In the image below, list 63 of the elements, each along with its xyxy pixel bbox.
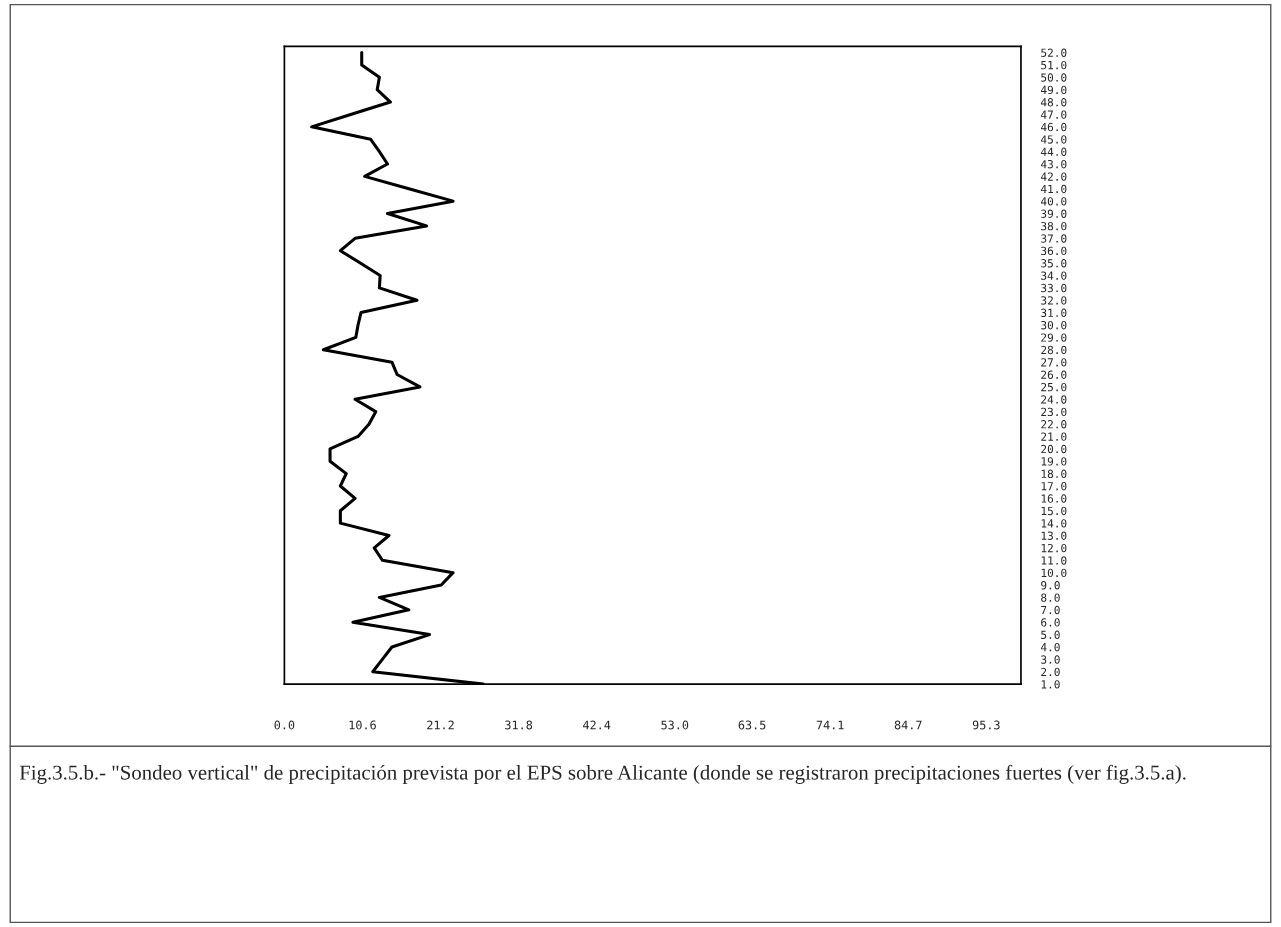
- y-tick-label: 19.0: [1041, 457, 1067, 466]
- y-tick-label: 48.0: [1040, 98, 1067, 107]
- y-tick-label: 7.0: [1041, 605, 1060, 615]
- y-tick-label: 15.0: [1041, 506, 1067, 516]
- y-tick-label: 24.0: [1041, 395, 1067, 404]
- x-tick-label: 42.4: [583, 720, 611, 730]
- y-tick-label: 28.0: [1041, 345, 1067, 355]
- y-tick-label: 20.0: [1041, 444, 1067, 454]
- y-tick-label: 50.0: [1041, 73, 1067, 82]
- y-tick-label: 41.0: [1040, 184, 1067, 194]
- y-tick-label: 36.0: [1041, 246, 1067, 256]
- y-tick-label: 49.0: [1040, 85, 1067, 95]
- y-tick-label: 4.0: [1040, 642, 1060, 652]
- x-tick-label: 10.6: [349, 720, 376, 730]
- y-tick-label: 25.0: [1041, 382, 1067, 392]
- y-tick-label: 5.0: [1041, 630, 1060, 639]
- y-tick-label: 51.0: [1041, 60, 1067, 70]
- y-tick-label: 23.0: [1041, 407, 1067, 417]
- x-tick-label: 53.0: [661, 720, 689, 730]
- y-tick-label: 35.0: [1041, 259, 1067, 268]
- y-tick-label: 27.0: [1041, 358, 1067, 367]
- y-tick-label: 29.0: [1041, 333, 1067, 342]
- y-tick-label: 31.0: [1041, 308, 1067, 318]
- y-tick-label: 10.0: [1041, 568, 1067, 578]
- y-tick-label: 47.0: [1040, 110, 1067, 119]
- y-tick-label: 3.0: [1041, 655, 1060, 664]
- y-tick-label: 32.0: [1041, 296, 1067, 305]
- y-tick-label: 44.0: [1040, 147, 1067, 157]
- y-tick-label: 42.0: [1040, 172, 1067, 181]
- x-tick-label: 63.5: [738, 720, 766, 730]
- x-tick-label: 95.3: [972, 720, 1000, 730]
- y-tick-label: 22.0: [1041, 420, 1067, 429]
- y-tick-label: 21.0: [1041, 432, 1067, 441]
- y-tick-label: 38.0: [1041, 221, 1067, 231]
- y-tick-label: 9.0: [1041, 581, 1060, 590]
- y-tick-label: 30.0: [1041, 320, 1067, 330]
- y-tick-label: 12.0: [1041, 543, 1067, 553]
- y-tick-label: 2.0: [1041, 667, 1060, 677]
- y-tick-label: 6.0: [1041, 618, 1060, 627]
- y-tick-label: 26.0: [1041, 370, 1067, 379]
- y-tick-label: 45.0: [1040, 135, 1067, 144]
- y-tick-label: 18.0: [1041, 469, 1067, 479]
- y-tick-label: 40.0: [1040, 197, 1067, 206]
- y-tick-label: 13.0: [1041, 531, 1067, 540]
- y-tick-label: 14.0: [1041, 519, 1067, 528]
- y-tick-label: 1.0: [1041, 680, 1060, 689]
- y-tick-label: 34.0: [1041, 271, 1067, 280]
- caption: Fig.3.5.b.- "Sondeo vertical" de precipitación prevista por el EPS sobre Alicante (donde se registraron precipitaciones fuertes (ver fig.3.5.a).: [19, 764, 1186, 784]
- y-tick-label: 43.0: [1040, 160, 1067, 169]
- y-tick-label: 33.0: [1041, 283, 1067, 293]
- y-tick-label: 16.0: [1041, 494, 1067, 503]
- x-tick-label: 84.7: [894, 720, 922, 730]
- y-tick-label: 17.0: [1041, 481, 1067, 491]
- y-tick-label: 8.0: [1041, 593, 1060, 602]
- y-tick-label: 39.0: [1041, 209, 1067, 218]
- y-tick-label: 52.0: [1041, 48, 1067, 57]
- x-tick-label: 74.1: [816, 720, 844, 730]
- x-tick-label: 0.0: [274, 720, 295, 730]
- y-tick-label: 46.0: [1040, 122, 1067, 132]
- x-tick-label: 31.8: [505, 720, 533, 730]
- y-tick-label: 11.0: [1041, 556, 1067, 565]
- y-tick-label: 37.0: [1041, 234, 1067, 243]
- x-tick-label: 21.2: [427, 720, 454, 730]
